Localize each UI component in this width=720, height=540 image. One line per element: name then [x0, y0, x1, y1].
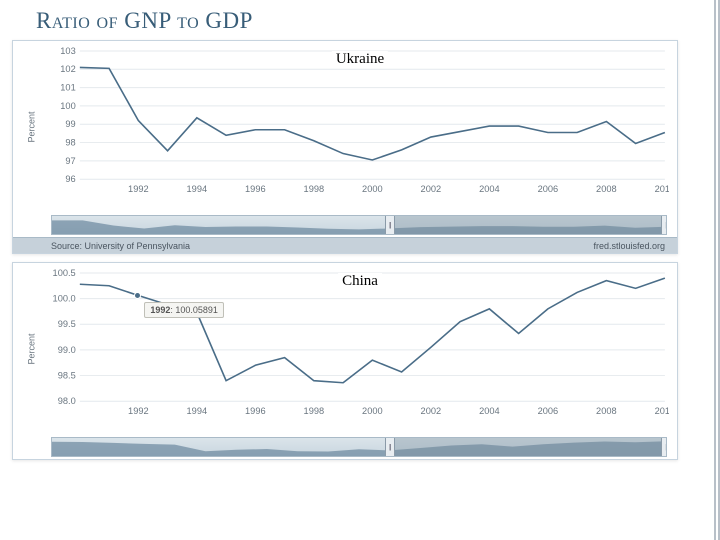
svg-text:2002: 2002 — [421, 184, 442, 194]
y-axis-label: Percent — [27, 333, 37, 364]
svg-text:1998: 1998 — [304, 184, 325, 194]
svg-text:2004: 2004 — [479, 406, 500, 416]
svg-text:2004: 2004 — [479, 184, 500, 194]
scrubber-handle-left[interactable]: ||| — [385, 216, 395, 234]
svg-text:99.5: 99.5 — [58, 319, 76, 329]
svg-text:1996: 1996 — [245, 406, 266, 416]
tooltip-dot — [134, 292, 141, 299]
scrubber-handle-left[interactable]: ||| — [385, 438, 395, 456]
svg-text:100.0: 100.0 — [53, 294, 76, 304]
svg-text:2002: 2002 — [421, 406, 442, 416]
svg-text:2010: 2010 — [655, 184, 669, 194]
tooltip: 1992: 100.05891 — [144, 302, 224, 318]
scrubber-selection[interactable] — [390, 216, 666, 234]
svg-text:2006: 2006 — [538, 184, 559, 194]
svg-text:1992: 1992 — [128, 406, 149, 416]
scrubber-selection[interactable] — [390, 438, 666, 456]
svg-text:1994: 1994 — [187, 184, 208, 194]
svg-text:102: 102 — [60, 64, 75, 74]
source-right: fred.stlouisfed.org — [593, 241, 665, 251]
svg-text:100: 100 — [60, 101, 75, 111]
svg-text:99: 99 — [65, 119, 75, 129]
source-bar: Source: University of Pennsylvania fred.… — [13, 237, 677, 253]
svg-text:2010: 2010 — [655, 406, 669, 416]
svg-text:1992: 1992 — [128, 184, 149, 194]
svg-text:98: 98 — [65, 138, 75, 148]
svg-text:1998: 1998 — [304, 406, 325, 416]
source-left: Source: University of Pennsylvania — [51, 241, 190, 251]
svg-text:2000: 2000 — [362, 406, 383, 416]
svg-text:2006: 2006 — [538, 406, 559, 416]
svg-text:1996: 1996 — [245, 184, 266, 194]
country-label-china: China — [338, 273, 382, 290]
svg-text:103: 103 — [60, 47, 75, 56]
svg-text:97: 97 — [65, 156, 75, 166]
y-axis-label: Percent — [27, 111, 37, 142]
time-scrubber[interactable]: ||| ||| — [51, 215, 667, 235]
svg-text:98.0: 98.0 — [58, 396, 76, 406]
svg-text:96: 96 — [65, 174, 75, 184]
svg-text:101: 101 — [60, 83, 75, 93]
time-scrubber[interactable]: ||| ||| — [51, 437, 667, 457]
scrubber-handle-right[interactable]: ||| — [661, 438, 667, 456]
page-title: Ratio of GNP to GDP — [0, 0, 714, 38]
svg-text:99.0: 99.0 — [58, 345, 76, 355]
chart-ukraine: Percent Ukraine 96 97 98 99 100 101 102 103 1992… — [12, 40, 678, 254]
scrubber-handle-right[interactable]: ||| — [661, 216, 667, 234]
chart-china: Percent China 98.0 98.5 99.0 99.5 100.0 100.5… — [12, 262, 678, 460]
country-label-ukraine: Ukraine — [332, 51, 388, 68]
svg-text:2008: 2008 — [596, 406, 617, 416]
svg-text:98.5: 98.5 — [58, 371, 76, 381]
svg-text:1994: 1994 — [187, 406, 208, 416]
svg-text:2008: 2008 — [596, 184, 617, 194]
svg-text:100.5: 100.5 — [53, 269, 76, 278]
svg-text:2000: 2000 — [362, 184, 383, 194]
